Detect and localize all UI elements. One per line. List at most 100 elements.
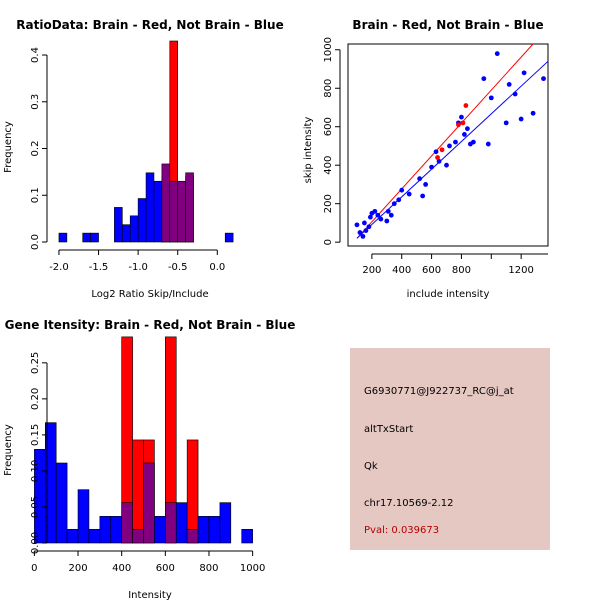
intensity-x-tick-label: 200 [68, 563, 87, 574]
intensity-bar-notbrain [88, 529, 101, 544]
scatter-point-blue [444, 162, 449, 168]
intensity-bar-notbrain [241, 529, 253, 544]
intensity-bar-notbrain [197, 516, 210, 544]
scatter-point-blue [459, 114, 464, 120]
scatter-axes: 200 400 600 800 1200 0 200 400 600 800 1000 [323, 37, 548, 276]
scatter-x-tick-label: 200 [362, 265, 381, 276]
intensity-y-axis-label: Frequency [3, 424, 14, 476]
intensity-scatter: Brain - Red, Not Brain - Blue include in… [303, 18, 549, 300]
scatter-point-blue [388, 212, 394, 218]
intensity-x-tick-label: 600 [156, 563, 175, 574]
ratio-bar-notbrain [224, 232, 234, 243]
intensity-x-tick-label: 0 [31, 563, 37, 574]
scatter-point-red [439, 147, 445, 153]
scatter-x-tick-label: 800 [452, 265, 471, 276]
scatter-point-blue [406, 191, 412, 197]
scatter-point-blue [391, 201, 397, 207]
scatter-point-blue [378, 216, 384, 222]
probe-id: G6930771@J922737_RC@j_at [364, 386, 514, 397]
scatter-point-blue [447, 143, 452, 149]
intensity-y-tick-label: 0.25 [30, 352, 41, 374]
scatter-y-axis-label: skip intensity [303, 117, 314, 184]
scatter-y-tick-label: 800 [323, 79, 334, 98]
ratio-y-tick-label: 0.4 [30, 47, 41, 63]
scatter-point-blue [541, 76, 546, 82]
ratio-x-tick-label: 0.0 [209, 262, 225, 273]
intensity-bar-notbrain [55, 462, 68, 544]
intensity-histogram: Gene Itensity: Brain - Red, Not Brain - … [3, 318, 295, 600]
scatter-x-tick-label: 600 [422, 265, 441, 276]
scatter-point-red [463, 103, 469, 108]
scatter-y-tick-label: 0 [323, 239, 334, 245]
intensity-bar-notbrain [154, 516, 166, 544]
scatter-point-blue [481, 76, 487, 82]
scatter-point-blue [488, 95, 494, 101]
intensity-bar-notbrain [143, 462, 155, 544]
scatter-x-tick-label: 1200 [508, 265, 533, 276]
intensity-bar-notbrain [121, 502, 133, 544]
ratio-x-tick-label: -1.0 [128, 262, 148, 273]
intensity-bar-notbrain [219, 502, 232, 544]
intensity-x-tick-label: 1000 [240, 563, 265, 574]
scatter-point-blue [399, 187, 405, 193]
scatter-point-blue [530, 110, 536, 116]
info-panel: G6930771@J922737_RC@j_at altTxStart Qk c… [350, 348, 550, 550]
intensity-y-tick-label: 0.00 [30, 532, 41, 554]
scatter-point-blue [384, 218, 390, 224]
scatter-point-blue [363, 228, 369, 234]
ratio-y-axis-label: Frequency [3, 121, 14, 173]
scatter-y-tick-label: 400 [323, 156, 334, 175]
scatter-point-blue [360, 233, 366, 239]
ratio-bar-notbrain [137, 198, 147, 243]
ratio-bars [58, 40, 234, 243]
intensity-x-axis-label: Intensity [128, 590, 172, 600]
intensity-bar-notbrain [175, 502, 188, 544]
ratio-axes: -2.0 -1.5 -1.0 -0.5 0.0 0.0 0.1 0.2 0.3 0.4 [30, 47, 225, 273]
scatter-point-blue [396, 197, 402, 203]
intensity-y-tick-label: 0.20 [30, 388, 41, 410]
intensity-bar-notbrain [132, 529, 144, 544]
ratio-x-tick-label: -1.5 [89, 262, 109, 273]
scatter-fit-lines [356, 43, 549, 239]
scatter-point-blue [367, 214, 373, 220]
scatter-point-red [460, 120, 466, 126]
intensity-bar-notbrain [165, 502, 177, 544]
intensity-x-tick-label: 400 [112, 563, 131, 574]
scatter-y-tick-label: 200 [323, 194, 334, 213]
scatter-point-blue [453, 139, 458, 145]
scatter-point-blue [354, 222, 360, 228]
ratio-bar-notbrain [185, 172, 194, 243]
ratio-bar-notbrain [161, 163, 171, 243]
intensity-bar-brain [186, 439, 199, 544]
fit-line-blue [356, 60, 549, 239]
scatter-point-blue [465, 126, 470, 132]
scatter-point-blue [433, 149, 439, 155]
scatter-point-blue [417, 176, 423, 182]
intensity-chart-title: Gene Itensity: Brain - Red, Not Brain - … [5, 318, 296, 332]
intensity-y-tick-label: 0.10 [30, 460, 41, 482]
scatter-y-tick-label: 600 [323, 117, 334, 136]
scatter-point-blue [420, 193, 426, 199]
ratio-bar-notbrain [121, 224, 131, 243]
scatter-chart-title: Brain - Red, Not Brain - Blue [352, 18, 543, 32]
intensity-bars [34, 336, 253, 544]
ratio-bar-notbrain [58, 232, 68, 243]
ratio-histogram: RatioData: Brain - Red, Not Brain - Blue… [3, 18, 284, 300]
scatter-x-tick-label: 400 [392, 265, 411, 276]
intensity-y-tick-label: 0.15 [30, 424, 41, 446]
scatter-point-blue [485, 141, 491, 147]
scatter-point-blue [375, 212, 381, 218]
ratio-bar-notbrain [153, 180, 163, 243]
ratio-x-tick-label: -0.5 [168, 262, 188, 273]
intensity-axes: 0 200 400 600 800 1000 0.00 0.05 0.10 0.15 0.20 0.2… [30, 352, 265, 574]
event-type: altTxStart [364, 424, 414, 435]
scatter-x-axis-label: include intensity [407, 289, 490, 300]
ratio-bar-notbrain [169, 180, 179, 243]
intensity-bar-notbrain [77, 489, 90, 544]
scatter-point-blue [518, 116, 524, 122]
fit-line-red [356, 43, 534, 239]
ratio-bar-notbrain [82, 232, 91, 243]
ratio-bar-notbrain [145, 172, 155, 243]
scatter-point-blue [423, 182, 429, 187]
ratio-y-tick-label: 0.2 [30, 141, 41, 157]
